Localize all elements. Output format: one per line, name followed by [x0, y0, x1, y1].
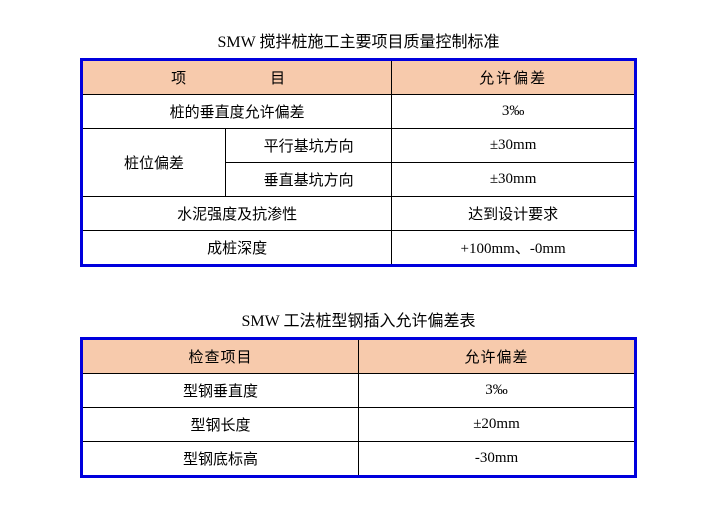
t1-r2a-val: ±30mm: [392, 129, 636, 163]
t1-r4-val: +100mm、-0mm: [392, 231, 636, 266]
t1-r3-val: 达到设计要求: [392, 197, 636, 231]
table1-header-col1-text: 项 目: [171, 71, 303, 87]
table2-header-col1: 检查项目: [82, 339, 359, 374]
t1-r2b-val: ±30mm: [392, 163, 636, 197]
t1-r2b-item: 垂直基坑方向: [226, 163, 392, 197]
table1-header-col2: 允许偏差: [392, 60, 636, 95]
t2-r3-val: -30mm: [359, 442, 636, 477]
table1-header-col2-text: 允许偏差: [479, 71, 547, 87]
table1-header-row: 项 目 允许偏差: [82, 60, 636, 95]
t2-r1-val: 3‰: [359, 374, 636, 408]
t1-r2a-item: 平行基坑方向: [226, 129, 392, 163]
t2-r1-item: 型钢垂直度: [82, 374, 359, 408]
table2: 检查项目 允许偏差 型钢垂直度 3‰ 型钢长度 ±20mm 型钢底标高 -30m…: [80, 337, 637, 478]
t1-r3-item: 水泥强度及抗渗性: [82, 197, 392, 231]
table-row: 桩的垂直度允许偏差 3‰: [82, 95, 636, 129]
table2-header-row: 检查项目 允许偏差: [82, 339, 636, 374]
table-row: 水泥强度及抗渗性 达到设计要求: [82, 197, 636, 231]
t2-r2-val: ±20mm: [359, 408, 636, 442]
t1-r4-item: 成桩深度: [82, 231, 392, 266]
table-row: 型钢长度 ±20mm: [82, 408, 636, 442]
table1-title: SMW 搅拌桩施工主要项目质量控制标准: [80, 28, 637, 52]
table2-title: SMW 工法桩型钢插入允许偏差表: [80, 307, 637, 331]
t2-r3-item: 型钢底标高: [82, 442, 359, 477]
table-row: 成桩深度 +100mm、-0mm: [82, 231, 636, 266]
table-row: 桩位偏差 平行基坑方向 ±30mm: [82, 129, 636, 163]
t1-r1-item: 桩的垂直度允许偏差: [82, 95, 392, 129]
t2-r2-item: 型钢长度: [82, 408, 359, 442]
table-row: 型钢底标高 -30mm: [82, 442, 636, 477]
table-row: 型钢垂直度 3‰: [82, 374, 636, 408]
table1: 项 目 允许偏差 桩的垂直度允许偏差 3‰ 桩位偏差 平行基坑方向 ±30mm …: [80, 58, 637, 267]
table2-header-col2: 允许偏差: [359, 339, 636, 374]
t1-r2-merge: 桩位偏差: [82, 129, 226, 197]
t1-r1-val: 3‰: [392, 95, 636, 129]
table1-header-col1: 项 目: [82, 60, 392, 95]
